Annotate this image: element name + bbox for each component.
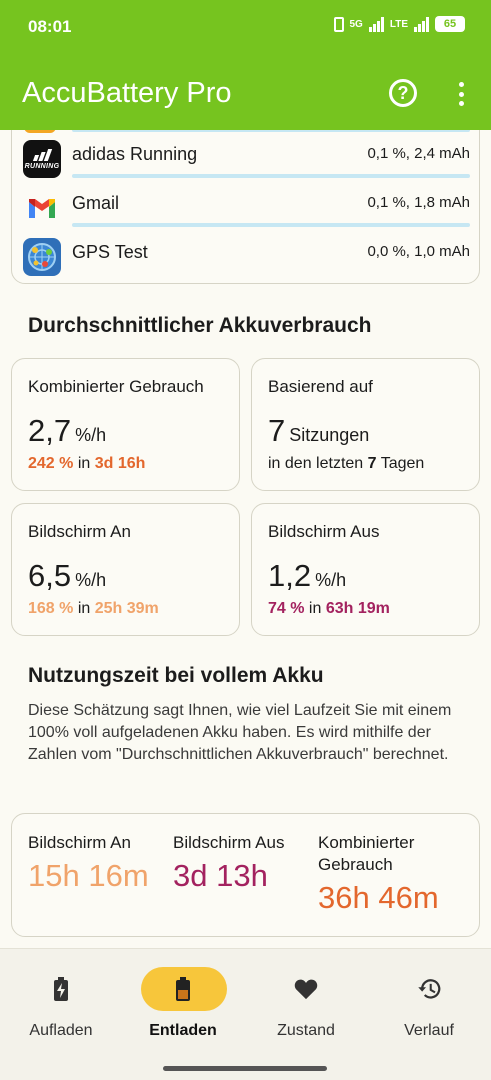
gps-test-icon xyxy=(23,238,61,276)
usage-bar xyxy=(72,174,470,178)
network-type-lte: LTE xyxy=(389,18,408,30)
status-time: 08:01 xyxy=(28,17,72,36)
network-type-5g: 5G xyxy=(349,18,363,30)
card-subtext: in den letzten 7 Tagen xyxy=(268,455,425,472)
section-title-full-charge: Nutzungszeit bei vollem Akku xyxy=(28,664,324,687)
main-content[interactable]: RUNNING adidas Running 0,1 %, 2,4 mAh Gm… xyxy=(0,130,491,948)
card-value: 1,2 %/h xyxy=(268,558,347,593)
list-item-adidas-running[interactable]: RUNNING adidas Running 0,1 %, 2,4 mAh xyxy=(12,136,481,185)
app-title: AccuBattery Pro xyxy=(22,77,232,109)
list-item-gmail[interactable]: Gmail 0,1 %, 1,8 mAh xyxy=(12,185,481,234)
card-screen-off: Bildschirm Aus 1,2 %/h 74 % in 63h 19m xyxy=(251,503,480,636)
card-label: Kombinierter Gebrauch xyxy=(28,377,204,396)
history-icon xyxy=(417,977,441,1001)
battery-charging-icon xyxy=(49,977,73,1001)
heart-icon xyxy=(294,977,318,1001)
card-label: Bildschirm Aus xyxy=(268,522,380,541)
app-bar: AccuBattery Pro ? xyxy=(0,52,491,130)
battery-discharging-icon xyxy=(171,977,195,1001)
section-description: Diese Schätzung sagt Ihnen, wie viel Lau… xyxy=(28,702,452,763)
section-title-average: Durchschnittlicher Akkuverbrauch xyxy=(28,314,372,337)
app-usage-value: 0,1 %, 2,4 mAh xyxy=(367,145,470,162)
estimate-screen-off: Bildschirm Aus 3d 13h xyxy=(173,833,285,893)
status-bar: 08:01 5G LTE 65 xyxy=(0,0,491,52)
status-icons: 5G LTE 65 xyxy=(333,16,465,32)
partial-app-icon xyxy=(24,130,56,133)
usage-bar xyxy=(72,130,470,132)
gmail-icon xyxy=(23,189,61,227)
tab-aufladen[interactable]: Aufladen xyxy=(0,965,122,1055)
tab-entladen[interactable]: Entladen xyxy=(122,965,244,1055)
card-based-on: Basierend auf 7 Sitzungen in den letzten … xyxy=(251,358,480,491)
app-usage-value: 0,0 %, 1,0 mAh xyxy=(367,243,470,260)
usage-bar xyxy=(72,223,470,227)
card-subtext: 168 % in 25h 39m xyxy=(28,600,159,617)
card-value: 2,7 %/h xyxy=(28,413,107,448)
card-label: Bildschirm An xyxy=(28,522,131,541)
help-circle-icon[interactable]: ? xyxy=(389,79,417,107)
list-item-gps-test[interactable]: GPS Test 0,0 %, 1,0 mAh xyxy=(12,234,481,283)
app-usage-card: RUNNING adidas Running 0,1 %, 2,4 mAh Gm… xyxy=(11,130,480,284)
app-name: Gmail xyxy=(72,193,120,213)
estimate-screen-on: Bildschirm An 15h 16m xyxy=(28,833,149,893)
full-charge-card: Bildschirm An 15h 16m Bildschirm Aus 3d … xyxy=(11,813,480,937)
vibrate-icon xyxy=(333,16,344,32)
app-name: GPS Test xyxy=(72,242,148,262)
card-subtext: 242 % in 3d 16h xyxy=(28,455,146,472)
tab-zustand[interactable]: Zustand xyxy=(245,965,367,1055)
battery-icon: 65 xyxy=(435,16,465,32)
bottom-navigation: Aufladen Entladen Zustand Verlauf xyxy=(0,948,491,1080)
app-usage-value: 0,1 %, 1,8 mAh xyxy=(367,194,470,211)
adidas-running-icon: RUNNING xyxy=(23,140,61,178)
card-value: 6,5 %/h xyxy=(28,558,107,593)
card-label: Basierend auf xyxy=(268,377,373,396)
more-vert-icon[interactable] xyxy=(451,80,471,108)
estimate-combined: Kombinierter Gebrauch 36h 46m xyxy=(318,833,439,915)
signal-icon xyxy=(368,16,384,32)
app-name: adidas Running xyxy=(72,144,198,164)
card-value: 7 Sitzungen xyxy=(268,413,370,448)
card-combined-usage: Kombinierter Gebrauch 2,7 %/h 242 % in 3d… xyxy=(11,358,240,491)
card-subtext: 74 % in 63h 19m xyxy=(268,600,390,617)
signal-icon-2 xyxy=(414,16,429,32)
card-screen-on: Bildschirm An 6,5 %/h 168 % in 25h 39m xyxy=(11,503,240,636)
tab-verlauf[interactable]: Verlauf xyxy=(368,965,490,1055)
home-indicator[interactable] xyxy=(163,1066,327,1071)
